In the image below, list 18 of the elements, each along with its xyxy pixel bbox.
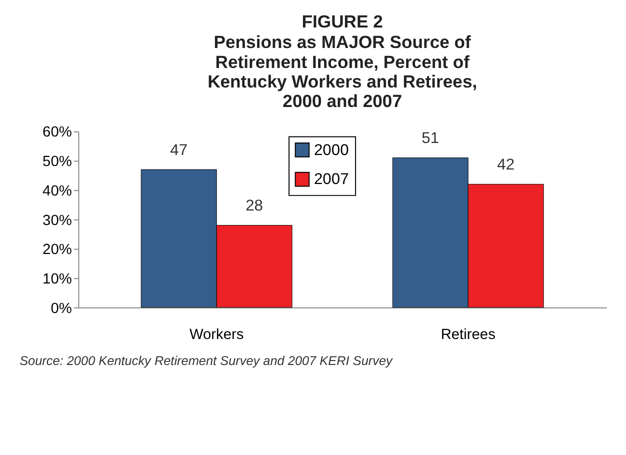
legend-label: 2007 — [314, 171, 349, 188]
chart-subtitle: Pensions as MAJOR Source of Retirement Income, Percent of Kentucky Workers and Retirees, 2000 and 2007 — [208, 32, 478, 111]
y-tick-label: 50% — [42, 154, 72, 170]
data-label: 51 — [422, 130, 440, 148]
x-tick-label: Workers — [189, 327, 244, 344]
data-label: 28 — [246, 198, 264, 215]
y-tick-label: 20% — [42, 242, 72, 258]
y-tick-label: 0% — [50, 300, 72, 317]
y-tick-label: 30% — [42, 212, 72, 229]
chart-title: FIGURE 2 — [302, 12, 384, 32]
y-tick-label: 60% — [42, 124, 72, 141]
x-tick-label: Retirees — [440, 327, 496, 344]
source-note: Source: 2000 Kentucky Retirement Survey and 2007 KERI Survey — [20, 353, 394, 368]
data-label: 47 — [170, 142, 188, 159]
y-tick-label: 40% — [42, 183, 72, 200]
y-tick-label: 10% — [42, 271, 72, 288]
data-label: 42 — [497, 156, 515, 174]
legend-label: 2000 — [314, 142, 350, 159]
